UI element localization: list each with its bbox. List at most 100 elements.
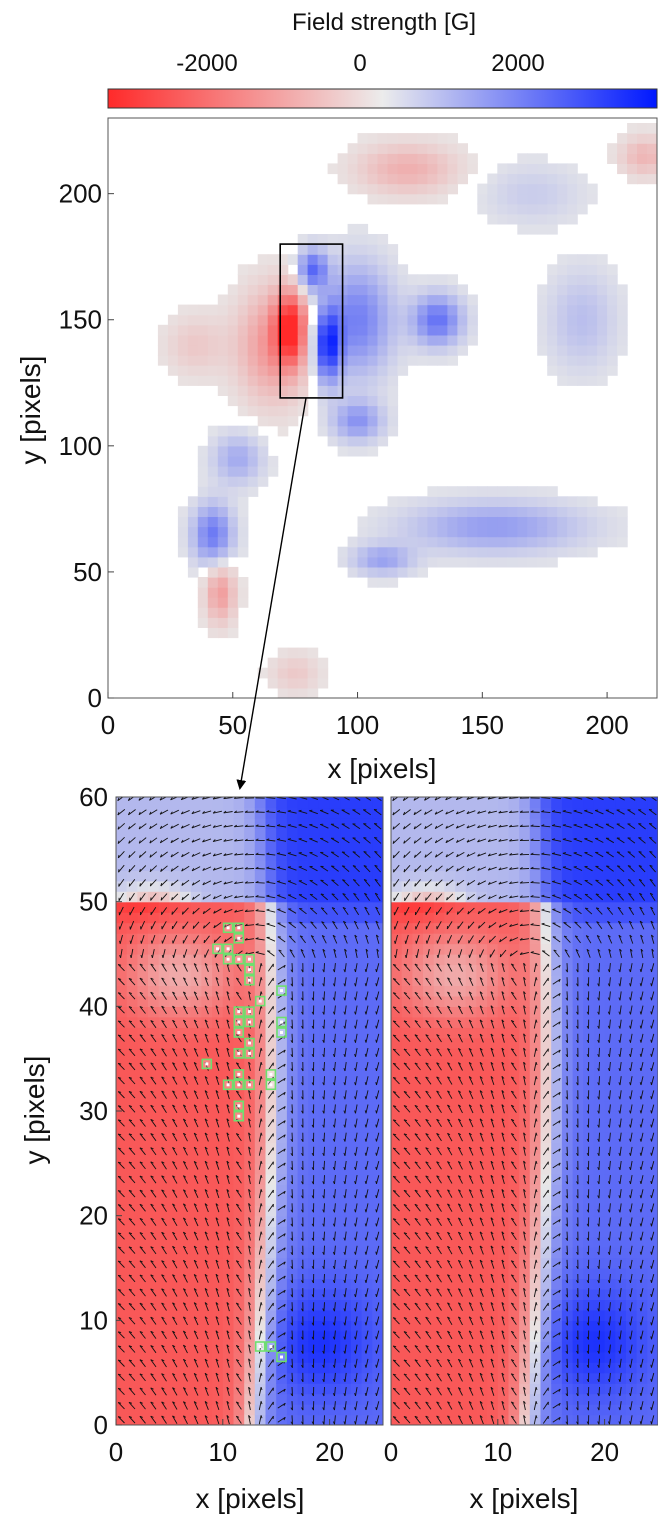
heatmap-cell xyxy=(287,385,299,396)
vector-arrowhead xyxy=(215,1033,219,1037)
vector-arrowhead xyxy=(215,1259,219,1263)
heatmap-cell xyxy=(308,828,320,840)
heatmap-cell xyxy=(158,1205,170,1217)
heatmap-cell xyxy=(351,807,363,819)
vector-arrowhead xyxy=(260,1302,263,1306)
vector-arrow xyxy=(287,810,297,814)
vector-arrowhead xyxy=(161,1118,165,1122)
heatmap-cell xyxy=(387,264,399,275)
vector-arrowhead xyxy=(234,853,238,856)
heatmap-cell xyxy=(437,506,448,517)
vector-arrow xyxy=(255,924,265,927)
vector-arrow xyxy=(376,977,380,987)
vector-arrowhead xyxy=(161,1090,165,1093)
heatmap-cell xyxy=(286,1037,299,1049)
heatmap-cell xyxy=(607,355,618,366)
heatmap-cell xyxy=(169,1288,181,1300)
heatmap-cell xyxy=(237,455,249,467)
heatmap-cell xyxy=(180,1268,192,1280)
heatmap-cell xyxy=(197,597,209,608)
heatmap-cell xyxy=(148,901,160,913)
vector-arrow xyxy=(291,1146,293,1156)
heatmap-cell xyxy=(329,1404,341,1416)
heatmap-cell xyxy=(377,365,389,376)
heatmap-cell xyxy=(372,838,383,850)
vector-arrowhead xyxy=(375,1223,377,1227)
heatmap-cell xyxy=(233,901,245,913)
vector-arrow xyxy=(291,1132,293,1142)
vector-arrowhead xyxy=(290,1068,293,1072)
vector-arrowhead xyxy=(202,896,205,900)
vector-arrow xyxy=(192,907,200,915)
vector-arrow xyxy=(234,923,244,928)
heatmap-cell xyxy=(169,1299,181,1311)
vector-arrowhead xyxy=(118,992,122,994)
vector-arrowhead xyxy=(161,1344,165,1348)
vector-arrow xyxy=(332,921,338,930)
vector-arrowhead xyxy=(310,907,314,910)
vector-arrowhead xyxy=(139,1006,143,1009)
heatmap-cell xyxy=(417,133,428,144)
heatmap-cell xyxy=(329,870,341,882)
vector-arrow xyxy=(193,935,199,944)
heatmap-cell xyxy=(337,556,349,568)
heatmap-cell xyxy=(247,405,259,417)
heatmap-cell xyxy=(437,304,448,316)
heatmap-cell xyxy=(387,405,399,417)
heatmap-cell xyxy=(361,985,373,997)
vector-arrow xyxy=(235,1274,242,1283)
vector-arrowhead xyxy=(128,1119,133,1122)
vector-arrowhead xyxy=(151,954,153,959)
vector-arrowhead xyxy=(287,866,291,868)
vector-arrow xyxy=(277,1134,286,1140)
heatmap-cell xyxy=(337,173,349,185)
heatmap-cell xyxy=(337,445,349,457)
heatmap-cell xyxy=(126,1288,138,1300)
vector-arrow xyxy=(235,963,242,972)
vector-arrowhead xyxy=(226,1090,230,1093)
heatmap-cell xyxy=(116,828,128,840)
vector-arrow xyxy=(300,949,306,958)
marker-dot xyxy=(258,1345,262,1348)
vector-arrow xyxy=(204,1415,209,1425)
vector-arrowhead xyxy=(215,1245,219,1249)
vector-arrow xyxy=(128,1373,136,1382)
vector-arrow xyxy=(355,1231,358,1241)
heatmap-cell xyxy=(244,985,256,997)
vector-arrowhead xyxy=(213,925,216,929)
heatmap-cell xyxy=(427,516,438,528)
heatmap-cell xyxy=(317,345,329,356)
heatmap-cell xyxy=(297,355,309,366)
heatmap-cell xyxy=(447,183,458,195)
heatmap-cell xyxy=(180,1404,192,1416)
vector-arrow xyxy=(128,1317,136,1325)
vector-arrow xyxy=(277,839,287,842)
vector-arrow xyxy=(248,1330,251,1340)
vector-arrowhead xyxy=(204,1203,208,1206)
heatmap-cell xyxy=(557,345,568,356)
vector-arrow xyxy=(170,823,179,829)
heatmap-cell xyxy=(233,807,245,819)
heatmap-cell xyxy=(207,375,219,386)
vector-arrowhead xyxy=(311,1195,314,1199)
vector-arrowhead xyxy=(183,1161,187,1164)
heatmap-cell xyxy=(254,1037,267,1049)
heatmap-cell xyxy=(557,496,568,507)
vector-arrowhead xyxy=(118,1331,122,1334)
vector-arrow xyxy=(160,837,169,844)
vector-arrowhead xyxy=(354,1265,356,1269)
x-tick-label: 20 xyxy=(315,1437,344,1467)
heatmap-cell xyxy=(351,1121,363,1133)
vector-arrow xyxy=(373,823,382,830)
vector-arrow xyxy=(161,1104,167,1113)
heatmap-cell xyxy=(169,807,181,819)
heatmap-cell xyxy=(318,1236,331,1248)
vector-arrow xyxy=(139,977,146,986)
heatmap-cell xyxy=(447,143,458,154)
vector-arrow xyxy=(376,1033,380,1043)
vector-arrowhead xyxy=(311,1237,314,1241)
heatmap-cell xyxy=(387,133,399,144)
heatmap-cell xyxy=(148,1330,160,1342)
heatmap-cell xyxy=(137,1006,149,1018)
heatmap-cell xyxy=(567,546,578,558)
